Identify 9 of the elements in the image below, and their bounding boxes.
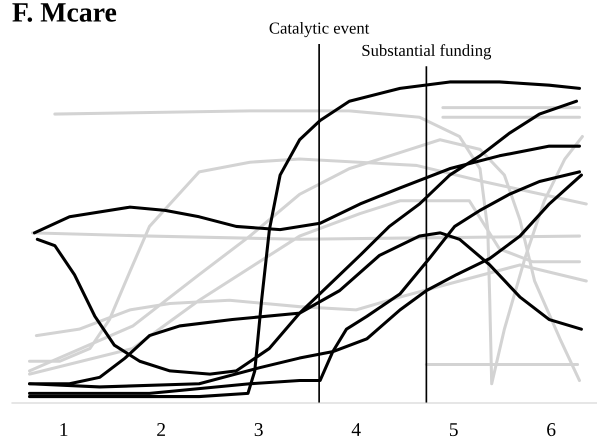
x-tick-label: 4 — [352, 423, 361, 436]
x-tick-label: 2 — [157, 423, 165, 436]
chart-title: F. Mcare — [12, 3, 116, 22]
x-tick-label: 5 — [450, 423, 458, 436]
ref-line-label: Substantial funding — [362, 44, 492, 60]
ref-line-label: Catalytic event — [270, 22, 370, 38]
x-tick-label: 1 — [60, 423, 68, 436]
x-tick-label: 3 — [254, 423, 263, 436]
x-tick-label: 6 — [547, 423, 556, 436]
